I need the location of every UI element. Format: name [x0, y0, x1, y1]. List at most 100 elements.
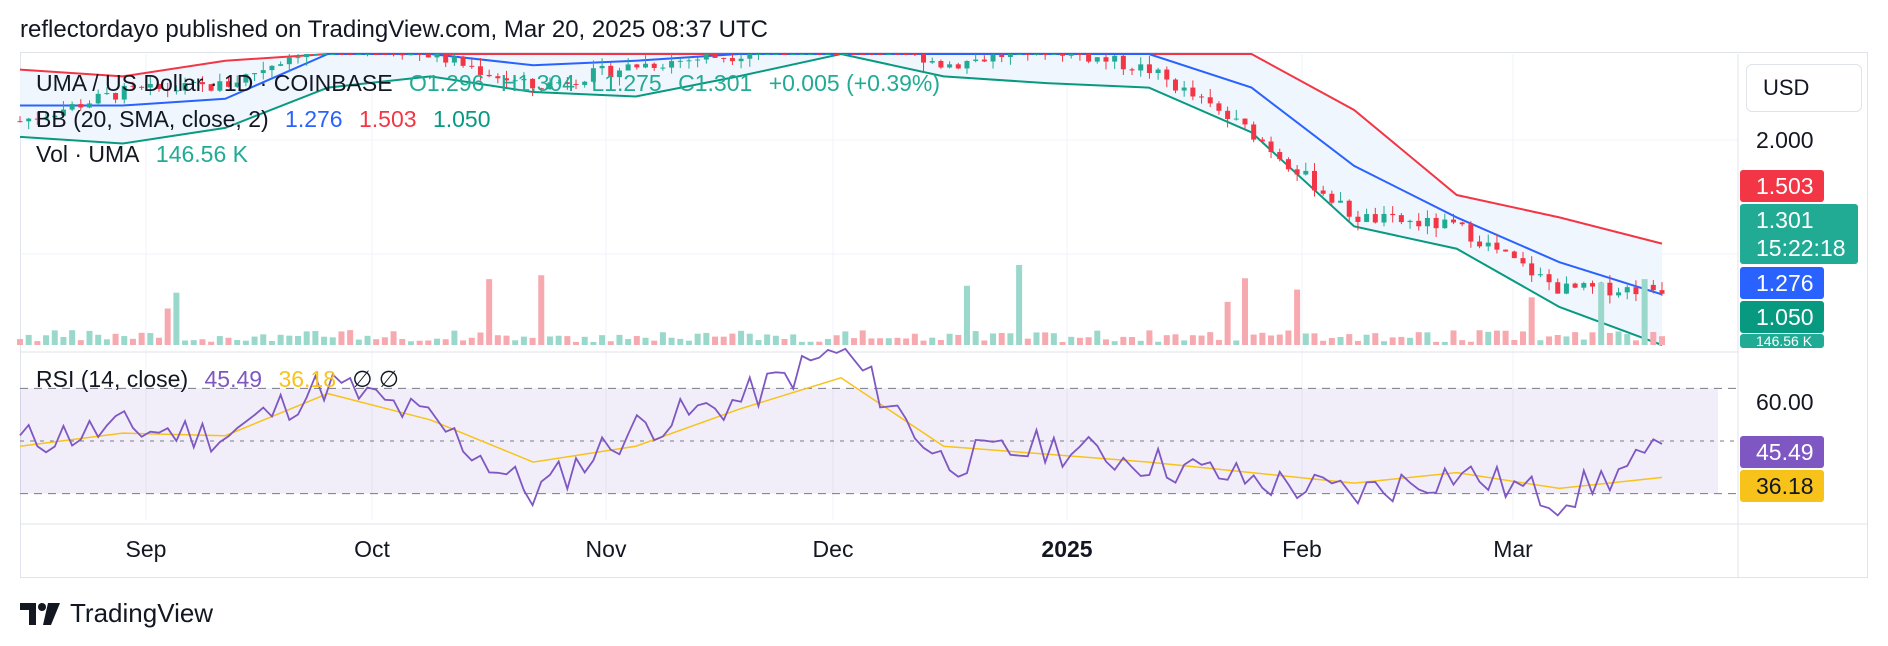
candle-body-24: [226, 81, 232, 87]
candle-body-94: [834, 54, 840, 55]
candle-body-99: [877, 54, 883, 55]
candle-body-176: [1546, 274, 1552, 283]
tradingview-footer[interactable]: TradingView: [20, 598, 213, 629]
volume-bar-41: [373, 339, 380, 345]
candle-body-115: [1016, 54, 1022, 55]
volume-bar-112: [990, 333, 997, 345]
volume-bar-16: [156, 337, 163, 345]
volume-bar-174: [1528, 297, 1535, 345]
volume-bar-63: [564, 336, 571, 345]
candle-body-23: [217, 81, 223, 91]
volume-bar-54: [486, 279, 493, 345]
volume-bar-187: [1641, 279, 1648, 345]
volume-bar-27: [251, 336, 258, 345]
candle-body-66: [590, 68, 596, 82]
volume-bar-104: [920, 340, 927, 345]
volume-bar-159: [1398, 336, 1405, 345]
candle-body-110: [973, 59, 979, 61]
volume-bar-100: [885, 338, 892, 345]
candle-body-80: [712, 54, 718, 58]
candle-body-113: [999, 54, 1005, 58]
legend-bb-label[interactable]: BB (20, SMA, close, 2): [36, 106, 269, 132]
volume-bar-182: [1598, 282, 1605, 345]
chart-frame[interactable]: [20, 52, 1868, 578]
volume-bar-108: [955, 334, 962, 345]
candle-body-145: [1277, 152, 1283, 160]
volume-bar-4: [51, 330, 58, 345]
candle-body-123: [1086, 54, 1092, 62]
candle-body-167: [1468, 224, 1474, 242]
price-chart[interactable]: [0, 0, 1888, 580]
volume-bar-29: [268, 341, 275, 345]
candle-body-166: [1459, 222, 1465, 225]
legend-vol: Vol · UMA 146.56 K: [36, 141, 258, 168]
candle-body-63: [564, 82, 570, 84]
candle-body-87: [773, 54, 779, 55]
candle-body-183: [1607, 282, 1613, 296]
volume-bar-176: [1546, 336, 1553, 345]
volume-bar-131: [1155, 341, 1162, 345]
volume-bar-152: [1337, 336, 1344, 345]
volume-bar-129: [1137, 340, 1144, 345]
legend-vol-label[interactable]: Vol · UMA: [36, 141, 140, 167]
volume-bar-50: [451, 330, 458, 345]
volume-bar-167: [1467, 341, 1474, 345]
candle-body-61: [547, 82, 553, 90]
currency-selector[interactable]: USD: [1746, 64, 1862, 112]
candle-body-81: [721, 57, 727, 59]
bar-countdown: 15:22:18: [1756, 235, 1846, 261]
volume-bar-111: [981, 340, 988, 345]
volume-bar-70: [625, 339, 632, 345]
candle-body-18: [173, 90, 179, 92]
legend-bb: BB (20, SMA, close, 2) 1.276 1.503 1.050: [36, 106, 501, 133]
candle-body-49: [443, 54, 449, 63]
legend-symbol[interactable]: UMA / US Dollar · 1D · COINBASE: [36, 70, 393, 96]
volume-bar-21: [199, 339, 206, 345]
candle-body-93: [825, 54, 831, 55]
candle-body-21: [199, 82, 205, 85]
volume-bar-121: [1068, 336, 1075, 345]
candle-body-104: [921, 54, 927, 63]
volume-bar-105: [929, 337, 936, 345]
legend-ohlc: UMA / US Dollar · 1D · COINBASE O1.296 H…: [36, 70, 950, 97]
candle-body-131: [1155, 69, 1161, 74]
volume-bar-48: [434, 338, 441, 345]
candle-body-15: [147, 83, 153, 88]
candle-body-10: [104, 93, 110, 95]
candle-body-146: [1285, 159, 1291, 170]
volume-bar-25: [234, 340, 241, 345]
candle-body-78: [695, 59, 701, 61]
volume-bar-5: [60, 336, 67, 345]
candle-body-153: [1346, 200, 1352, 217]
candle-body-132: [1164, 69, 1170, 80]
volume-bar-138: [1215, 339, 1222, 345]
candle-body-96: [851, 54, 857, 55]
candle-body-125: [1103, 57, 1109, 62]
volume-bar-30: [277, 334, 284, 345]
candle-body-31: [286, 57, 292, 65]
candle-body-188: [1650, 284, 1656, 291]
legend-rsi-label[interactable]: RSI (14, close): [36, 366, 189, 392]
candle-body-92: [816, 54, 822, 55]
candle-body-180: [1581, 283, 1587, 288]
x-tick-oct: Oct: [354, 536, 390, 562]
volume-bar-170: [1493, 330, 1500, 345]
publisher-header: reflectordayo published on TradingView.c…: [20, 16, 768, 43]
volume-bar-78: [694, 333, 701, 345]
volume-bar-137: [1207, 332, 1214, 345]
volume-bar-8: [86, 330, 93, 345]
tradingview-logo-icon: [20, 602, 60, 625]
candle-body-68: [608, 65, 614, 78]
candle-body-170: [1494, 242, 1500, 250]
candle-body-103: [912, 54, 918, 55]
volume-bar-90: [798, 341, 805, 345]
candle-body-118: [1042, 54, 1048, 55]
candle-body-4: [52, 115, 58, 118]
candle-body-71: [634, 64, 640, 68]
candle-body-100: [886, 54, 892, 55]
candle-body-52: [469, 65, 475, 67]
candle-body-175: [1537, 274, 1543, 276]
volume-bar-136: [1198, 335, 1205, 345]
candle-body-148: [1303, 170, 1309, 175]
candle-body-57: [512, 80, 518, 82]
